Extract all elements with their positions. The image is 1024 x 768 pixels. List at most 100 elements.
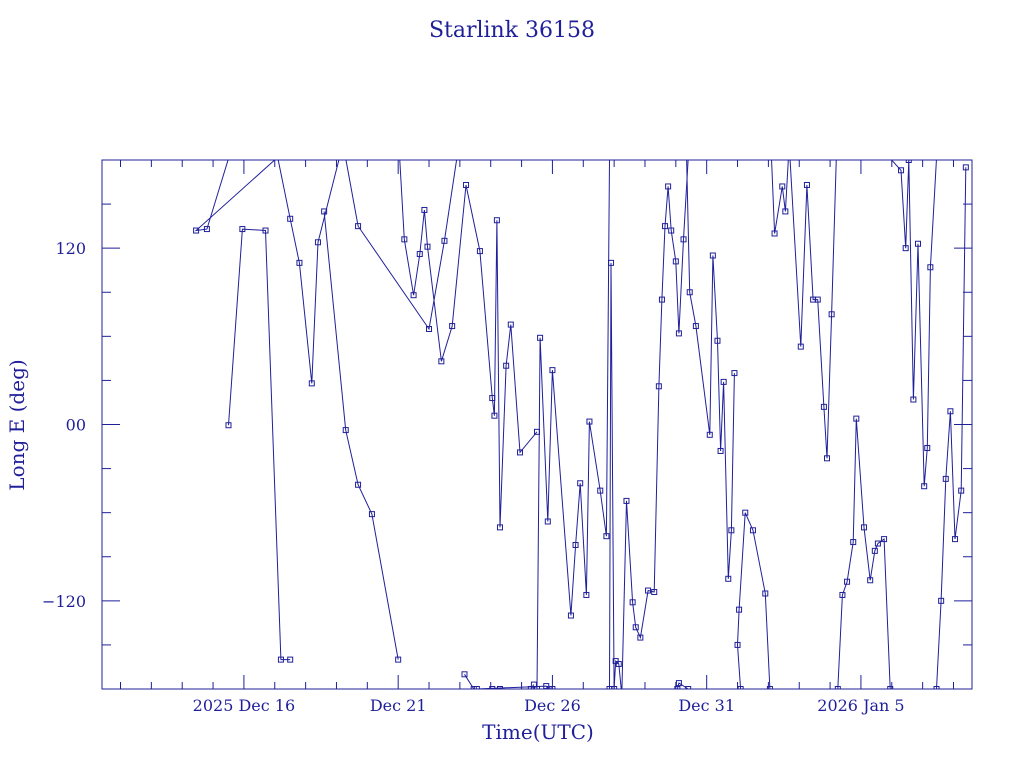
data-point	[424, 243, 431, 250]
series-line-2	[194, 160, 276, 232]
data-point	[675, 680, 682, 687]
data-point	[902, 245, 909, 252]
data-point	[489, 395, 496, 402]
data-point	[861, 524, 868, 531]
data-point	[771, 230, 778, 237]
x-tick-labels: 2025 Dec 16 Dec 21 Dec 26 Dec 31 2026 Jan 5	[193, 696, 905, 715]
data-point	[544, 518, 551, 525]
series-line-10	[686, 160, 735, 579]
data-point	[441, 237, 448, 244]
data-point	[473, 686, 480, 689]
data-point	[629, 599, 636, 606]
data-point	[672, 258, 679, 265]
data-point	[725, 575, 732, 582]
data-point	[583, 591, 590, 598]
data-point	[489, 686, 496, 689]
series-line-4	[277, 160, 340, 384]
data-point	[608, 259, 615, 266]
data-point	[898, 167, 905, 174]
data-point	[438, 358, 445, 365]
data-point	[507, 321, 514, 328]
data-point	[421, 206, 428, 213]
data-point	[665, 183, 672, 190]
data-point	[962, 164, 969, 171]
x-tick-label: 2026 Jan 5	[817, 696, 904, 715]
data-point	[668, 227, 675, 234]
data-point	[491, 412, 498, 419]
data-point	[662, 223, 669, 230]
data-point	[853, 415, 860, 422]
data-point	[530, 681, 537, 688]
data-point	[527, 686, 534, 689]
x-tick-label: Dec 21	[370, 696, 427, 715]
data-point	[503, 362, 510, 369]
data-point	[717, 447, 724, 454]
data-point	[615, 661, 622, 668]
x-tick-label: 2025 Dec 16	[193, 696, 296, 715]
data-point	[834, 686, 841, 689]
series-group	[193, 160, 969, 689]
x-tick-label: Dec 26	[524, 696, 581, 715]
data-point	[496, 524, 503, 531]
series-line-8	[609, 160, 689, 689]
data-point	[839, 591, 846, 598]
y-tick-label: 00	[66, 416, 86, 435]
data-point	[766, 686, 773, 689]
data-point	[314, 239, 321, 246]
data-point	[623, 497, 630, 504]
series-line-9	[676, 682, 689, 689]
data-point	[734, 641, 741, 648]
data-point	[308, 380, 315, 387]
data-point	[572, 541, 579, 548]
data-point	[517, 449, 524, 456]
data-point	[355, 481, 362, 488]
data-point	[942, 475, 949, 482]
data-point	[655, 383, 662, 390]
data-point	[262, 227, 269, 234]
data-point	[680, 236, 687, 243]
data-point	[606, 686, 613, 689]
data-point	[675, 330, 682, 337]
data-point	[577, 480, 584, 487]
data-point	[463, 181, 470, 188]
data-point	[355, 223, 362, 230]
data-point	[828, 311, 835, 318]
data-point	[871, 547, 878, 554]
data-point	[737, 686, 744, 689]
data-point	[749, 527, 756, 534]
data-point	[632, 624, 639, 631]
data-point	[410, 292, 417, 299]
series-line-0	[228, 228, 291, 661]
data-point	[674, 686, 681, 689]
data-point	[546, 686, 553, 689]
data-point	[534, 686, 540, 689]
data-point	[850, 539, 857, 546]
data-point	[549, 367, 556, 374]
data-point	[728, 527, 735, 534]
data-point	[321, 208, 328, 215]
data-point	[637, 634, 644, 641]
data-point	[239, 226, 246, 233]
data-point	[342, 427, 349, 434]
data-point	[915, 240, 922, 247]
data-point	[493, 217, 500, 224]
data-point	[762, 590, 769, 597]
data-point	[782, 208, 789, 215]
data-point	[887, 686, 894, 689]
data-point	[742, 509, 749, 516]
data-point	[803, 181, 810, 188]
data-point	[731, 370, 738, 377]
data-point	[938, 597, 945, 604]
data-point	[905, 160, 912, 163]
data-point	[736, 606, 743, 613]
data-point	[692, 323, 699, 330]
data-point	[720, 378, 727, 385]
data-point	[476, 248, 483, 255]
y-tick-label: −120	[42, 592, 86, 611]
data-point	[658, 296, 665, 303]
data-point	[645, 587, 652, 594]
series-line-12	[771, 160, 789, 234]
axis-ticks	[102, 159, 972, 690]
data-point	[685, 686, 692, 689]
